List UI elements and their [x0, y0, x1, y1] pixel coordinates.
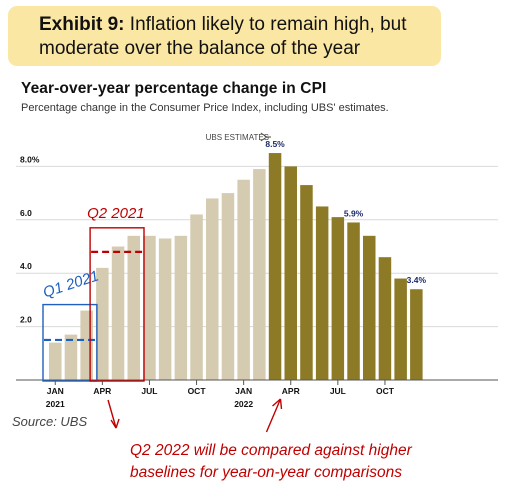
chart-subtitle: Percentage change in the Consumer Price … [21, 102, 389, 114]
bar [268, 153, 282, 380]
x-tick-label: OCT [188, 386, 207, 396]
y-tick-label: 6.0 [20, 208, 32, 218]
annotation-arrowhead [110, 418, 120, 429]
bar [127, 235, 140, 380]
exhibit-headline-line2: moderate over the balance of the year [39, 38, 361, 59]
bar [378, 257, 392, 380]
exhibit-label: Exhibit 9: [39, 14, 125, 35]
bar [347, 222, 360, 380]
bar [363, 235, 376, 380]
bar [64, 334, 78, 380]
highlight-label: Q2 2021 [87, 205, 145, 222]
bar [237, 179, 250, 380]
x-tick-label: JAN [47, 386, 64, 396]
highlight-box [89, 227, 145, 382]
bar [143, 235, 156, 380]
bar [190, 214, 203, 380]
annotation-arrow [107, 399, 117, 429]
x-tick-sublabel: 2021 [46, 399, 65, 409]
data-label: 3.4% [407, 275, 427, 285]
bar [253, 169, 266, 380]
estimates-label: UBS ESTIMATES [206, 133, 269, 142]
annotation-arrow [265, 398, 282, 433]
x-tick-label: APR [93, 386, 111, 396]
highlight-box [42, 303, 98, 382]
bar [80, 310, 93, 380]
source-note: Source: UBS [12, 414, 88, 429]
exhibit-banner: Exhibit 9: Inflation likely to remain hi… [8, 6, 441, 66]
data-label: 8.5% [265, 139, 285, 149]
bar [331, 217, 345, 380]
x-tick-label: JAN [235, 386, 252, 396]
bar [221, 193, 235, 380]
x-tick-label: OCT [376, 386, 395, 396]
bar [96, 267, 109, 380]
bar [300, 185, 313, 380]
estimates-arrow [260, 132, 271, 142]
bar [206, 198, 219, 380]
bars [49, 153, 423, 380]
x-tick-label: JUL [330, 386, 346, 396]
bar [315, 206, 329, 380]
bar [49, 342, 62, 380]
annotation-note: Q2 2022 will be compared against higher … [130, 440, 490, 484]
highlight-label: Q1 2021 [41, 267, 101, 301]
bar [111, 246, 125, 380]
bar [174, 235, 188, 380]
x-tick-label: JUL [141, 386, 157, 396]
data-label: 5.9% [344, 208, 364, 218]
chart-title: Year-over-year percentage change in CPI [21, 80, 327, 97]
exhibit-headline: Inflation likely to remain high, but [129, 14, 407, 35]
bar [410, 289, 423, 380]
annotation-line1: Q2 2022 will be compared against higher [130, 442, 412, 459]
bar [394, 278, 407, 380]
bar [158, 238, 172, 380]
annotation-line2: baselines for year-on-year comparisons [130, 464, 402, 481]
y-tick-label: 2.0 [20, 315, 32, 325]
y-tick-label: 8.0% [20, 154, 40, 164]
annotation-arrowhead [272, 398, 283, 410]
exhibit-headline-line1: Exhibit 9: Inflation likely to remain hi… [39, 13, 429, 37]
x-tick-sublabel: 2022 [234, 399, 253, 409]
labels: 2.0 4.0 6.0 8.0% JAN 2021 APR JUL OCT JAN 2022 APR J… [20, 132, 427, 409]
bar [284, 166, 297, 380]
x-tick-label: APR [282, 386, 300, 396]
y-tick-label: 4.0 [20, 261, 32, 271]
